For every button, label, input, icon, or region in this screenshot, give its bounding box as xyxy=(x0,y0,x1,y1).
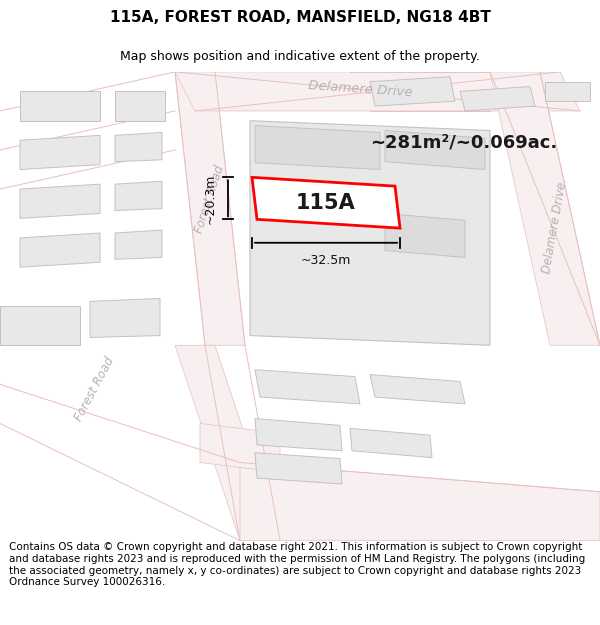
Text: Delamere Drive: Delamere Drive xyxy=(307,79,413,99)
Text: 115A, FOREST ROAD, MANSFIELD, NG18 4BT: 115A, FOREST ROAD, MANSFIELD, NG18 4BT xyxy=(110,11,490,26)
Polygon shape xyxy=(0,306,80,345)
Text: Map shows position and indicative extent of the property.: Map shows position and indicative extent… xyxy=(120,49,480,62)
Polygon shape xyxy=(385,214,465,258)
Text: ~32.5m: ~32.5m xyxy=(301,254,351,267)
Text: Delamere Drive: Delamere Drive xyxy=(541,181,569,275)
Polygon shape xyxy=(200,424,280,472)
Polygon shape xyxy=(255,126,380,169)
Text: Forest Road: Forest Road xyxy=(193,163,227,234)
Polygon shape xyxy=(20,136,100,169)
Polygon shape xyxy=(252,177,400,228)
Polygon shape xyxy=(115,230,162,259)
Polygon shape xyxy=(115,91,165,121)
Polygon shape xyxy=(385,131,485,169)
Polygon shape xyxy=(370,77,455,106)
Polygon shape xyxy=(250,121,490,345)
Text: ~281m²/~0.069ac.: ~281m²/~0.069ac. xyxy=(370,133,557,151)
Polygon shape xyxy=(255,419,342,451)
Polygon shape xyxy=(460,86,535,111)
Polygon shape xyxy=(175,72,245,345)
Polygon shape xyxy=(90,298,160,338)
Polygon shape xyxy=(115,181,162,211)
Polygon shape xyxy=(255,452,342,484)
Text: ~20.3m: ~20.3m xyxy=(203,173,217,224)
Polygon shape xyxy=(175,72,580,111)
Text: 115A: 115A xyxy=(296,192,356,213)
Polygon shape xyxy=(370,374,465,404)
Polygon shape xyxy=(545,82,590,101)
Polygon shape xyxy=(240,462,600,541)
Polygon shape xyxy=(115,132,162,162)
Polygon shape xyxy=(175,345,280,541)
Polygon shape xyxy=(255,370,360,404)
Polygon shape xyxy=(20,184,100,218)
Polygon shape xyxy=(350,428,432,458)
Polygon shape xyxy=(20,233,100,268)
Polygon shape xyxy=(490,72,600,345)
Text: Contains OS data © Crown copyright and database right 2021. This information is : Contains OS data © Crown copyright and d… xyxy=(9,542,585,587)
Polygon shape xyxy=(20,91,100,121)
Text: Forest Road: Forest Road xyxy=(73,355,118,424)
